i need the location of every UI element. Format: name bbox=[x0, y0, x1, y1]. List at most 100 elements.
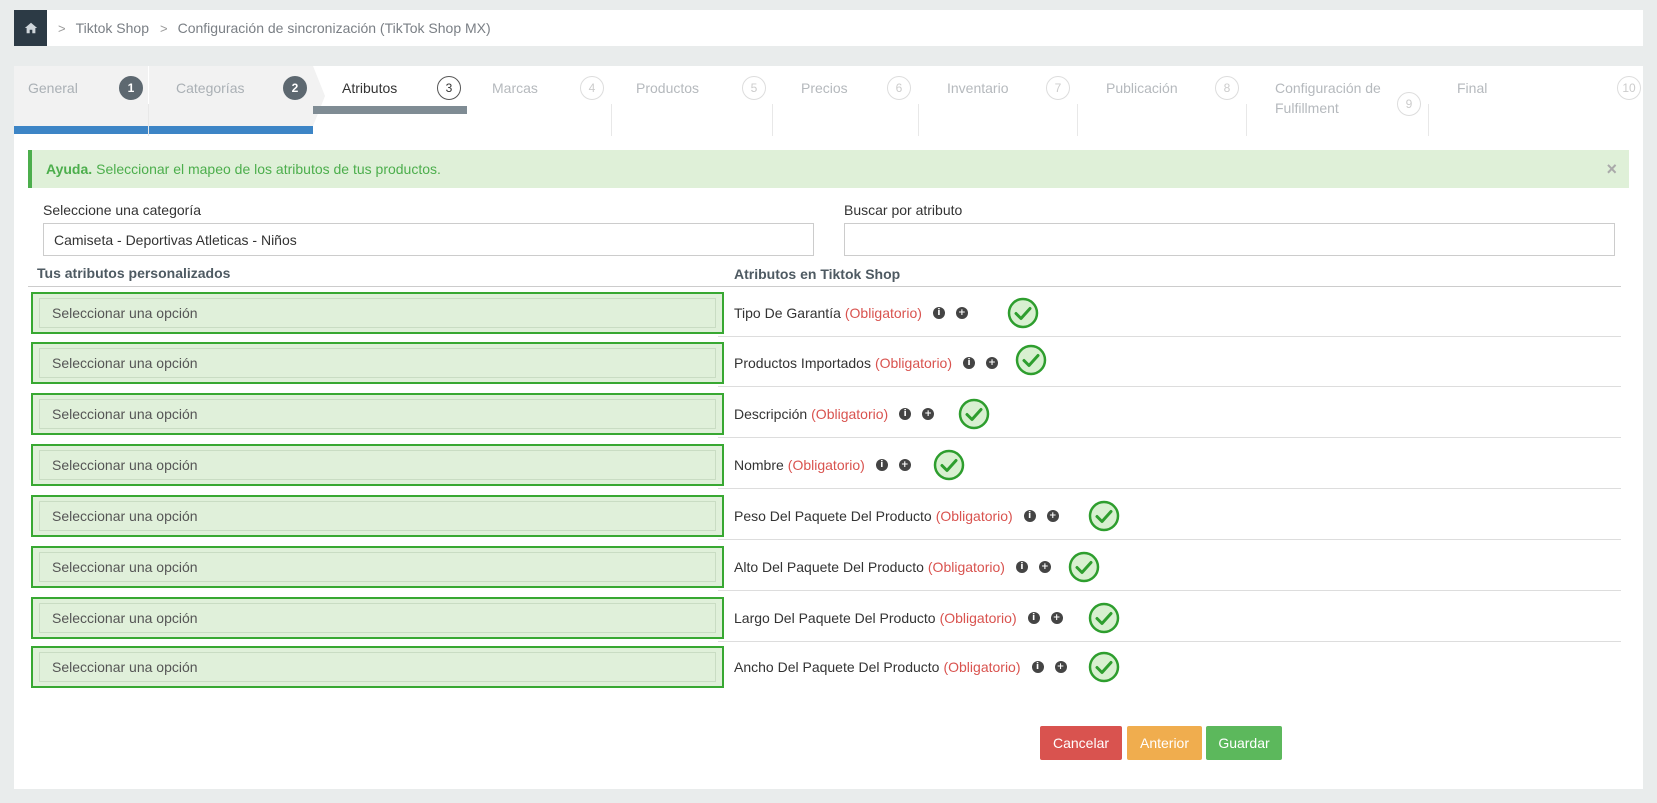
plus-circle-icon[interactable]: + bbox=[922, 408, 935, 420]
attribute-select[interactable]: Seleccionar una opción bbox=[39, 652, 716, 682]
breadcrumb-tiktok-shop[interactable]: Tiktok Shop bbox=[75, 20, 149, 36]
attribute-select-wrapper: Seleccionar una opción bbox=[31, 292, 724, 334]
step-divider bbox=[611, 104, 612, 136]
check-circle-icon bbox=[958, 398, 990, 430]
plus-circle-icon[interactable]: + bbox=[1050, 612, 1063, 624]
attribute-select-wrapper: Seleccionar una opción bbox=[31, 342, 724, 384]
previous-button[interactable]: Anterior bbox=[1127, 726, 1202, 760]
breadcrumb: > Tiktok Shop > Configuración de sincron… bbox=[14, 10, 1643, 46]
row-divider bbox=[718, 590, 1621, 591]
attribute-select[interactable]: Seleccionar una opción bbox=[39, 501, 716, 531]
required-tag: (Obligatorio) bbox=[935, 508, 1013, 524]
step-categorias[interactable]: Categorías 2 bbox=[149, 66, 313, 126]
attribute-select[interactable]: Seleccionar una opción bbox=[39, 348, 716, 378]
info-icon[interactable]: i bbox=[1027, 612, 1040, 624]
step-number: 1 bbox=[119, 76, 143, 100]
attribute-row: Seleccionar una opción Peso Del Paquete … bbox=[28, 492, 1621, 540]
attribute-select[interactable]: Seleccionar una opción bbox=[39, 298, 716, 328]
tiktok-attribute: Peso Del Paquete Del Producto (Obligator… bbox=[734, 492, 1059, 540]
info-icon[interactable]: i bbox=[963, 357, 975, 369]
row-divider bbox=[718, 539, 1621, 540]
close-icon[interactable]: × bbox=[1606, 159, 1617, 179]
step-label: General bbox=[28, 80, 78, 96]
plus-circle-icon[interactable]: + bbox=[1054, 661, 1067, 673]
plus-circle-icon[interactable]: + bbox=[1046, 510, 1059, 522]
check-circle-icon bbox=[1015, 344, 1047, 376]
attribute-select[interactable]: Seleccionar una opción bbox=[39, 552, 716, 582]
attribute-select[interactable]: Seleccionar una opción bbox=[39, 399, 716, 429]
plus-circle-icon[interactable]: + bbox=[955, 307, 968, 319]
check-circle-icon bbox=[1007, 297, 1039, 329]
attribute-select-wrapper: Seleccionar una opción bbox=[31, 495, 724, 537]
step-inventario[interactable]: Inventario 7 bbox=[919, 66, 1077, 126]
check-circle-icon bbox=[1088, 500, 1120, 532]
attribute-name: Ancho Del Paquete Del Producto bbox=[734, 659, 940, 675]
step-label: Atributos bbox=[342, 80, 398, 96]
plus-circle-icon[interactable]: + bbox=[898, 459, 911, 471]
home-icon[interactable] bbox=[14, 10, 47, 46]
tiktok-attribute: Largo Del Paquete Del Producto (Obligato… bbox=[734, 594, 1063, 642]
column-header-tiktok: Atributos en Tiktok Shop bbox=[734, 266, 901, 282]
required-tag: (Obligatorio) bbox=[939, 610, 1017, 626]
info-icon[interactable]: i bbox=[875, 459, 888, 471]
attribute-row: Seleccionar una opción Nombre (Obligator… bbox=[28, 441, 1621, 489]
tiktok-attribute: Descripción (Obligatorio) i + bbox=[734, 390, 935, 438]
required-tag: (Obligatorio) bbox=[811, 406, 889, 422]
info-icon[interactable]: i bbox=[1031, 661, 1044, 673]
tiktok-attribute: Alto Del Paquete Del Producto (Obligator… bbox=[734, 543, 1051, 591]
info-icon[interactable]: i bbox=[1015, 561, 1028, 573]
breadcrumb-sync-config[interactable]: Configuración de sincronización (TikTok … bbox=[177, 20, 491, 36]
step-atributos[interactable]: Atributos 3 bbox=[313, 66, 467, 126]
column-header-rule bbox=[28, 286, 1621, 287]
search-label: Buscar por atributo bbox=[844, 202, 963, 218]
step-precios[interactable]: Precios 6 bbox=[773, 66, 918, 126]
step-number: 5 bbox=[742, 76, 766, 100]
category-select[interactable]: Camiseta - Deportivas Atleticas - Niños bbox=[43, 223, 814, 256]
attribute-name: Largo Del Paquete Del Producto bbox=[734, 610, 936, 626]
info-icon[interactable]: i bbox=[899, 408, 912, 420]
tiktok-attribute: Nombre (Obligatorio) i + bbox=[734, 441, 911, 489]
step-final[interactable]: Final 10 bbox=[1429, 66, 1643, 126]
attribute-name: Tipo De Garantía bbox=[734, 305, 841, 321]
plus-circle-icon[interactable]: + bbox=[1038, 561, 1051, 573]
row-divider bbox=[718, 437, 1621, 438]
attribute-name: Descripción bbox=[734, 406, 808, 422]
step-label: Final bbox=[1457, 80, 1488, 96]
attribute-row: Seleccionar una opción Alto Del Paquete … bbox=[28, 543, 1621, 591]
row-divider bbox=[718, 336, 1621, 337]
check-circle-icon bbox=[1088, 602, 1120, 634]
step-label: Categorías bbox=[176, 80, 245, 96]
tiktok-attribute: Productos Importados (Obligatorio) i + bbox=[734, 339, 998, 387]
info-icon[interactable]: i bbox=[932, 307, 945, 319]
step-number: 8 bbox=[1215, 76, 1239, 100]
wizard-steps: General 1 Categorías 2 Atributos 3 Marca… bbox=[14, 66, 1643, 136]
search-input[interactable] bbox=[844, 223, 1615, 256]
alert-text: Seleccionar el mapeo de los atributos de… bbox=[96, 161, 441, 177]
required-tag: (Obligatorio) bbox=[927, 559, 1005, 575]
cancel-button[interactable]: Cancelar bbox=[1040, 726, 1122, 760]
attribute-select[interactable]: Seleccionar una opción bbox=[39, 450, 716, 480]
step-general[interactable]: General 1 bbox=[14, 66, 148, 126]
step-progress-bar-active bbox=[313, 106, 467, 114]
step-label: Publicación bbox=[1106, 80, 1178, 96]
step-divider bbox=[1428, 104, 1429, 136]
step-publicacion[interactable]: Publicación 8 bbox=[1078, 66, 1246, 126]
attribute-name: Nombre bbox=[734, 457, 784, 473]
info-icon[interactable]: i bbox=[1023, 510, 1036, 522]
check-circle-icon bbox=[1088, 651, 1120, 683]
attribute-select-wrapper: Seleccionar una opción bbox=[31, 393, 724, 435]
step-number: 10 bbox=[1617, 76, 1641, 100]
required-tag: (Obligatorio) bbox=[874, 355, 952, 371]
tiktok-attribute: Ancho Del Paquete Del Producto (Obligato… bbox=[734, 643, 1067, 691]
attribute-row: Seleccionar una opción Descripción (Obli… bbox=[28, 390, 1621, 438]
step-fulfillment[interactable]: Configuración de Fulfillment 9 bbox=[1247, 66, 1428, 126]
attribute-name: Peso Del Paquete Del Producto bbox=[734, 508, 932, 524]
step-marcas[interactable]: Marcas 4 bbox=[467, 66, 611, 126]
attribute-select-wrapper: Seleccionar una opción bbox=[31, 597, 724, 639]
attribute-select[interactable]: Seleccionar una opción bbox=[39, 603, 716, 633]
step-productos[interactable]: Productos 5 bbox=[612, 66, 772, 126]
row-divider bbox=[718, 488, 1621, 489]
step-number: 9 bbox=[1397, 92, 1421, 116]
save-button[interactable]: Guardar bbox=[1206, 726, 1282, 760]
plus-circle-icon[interactable]: + bbox=[986, 357, 998, 369]
